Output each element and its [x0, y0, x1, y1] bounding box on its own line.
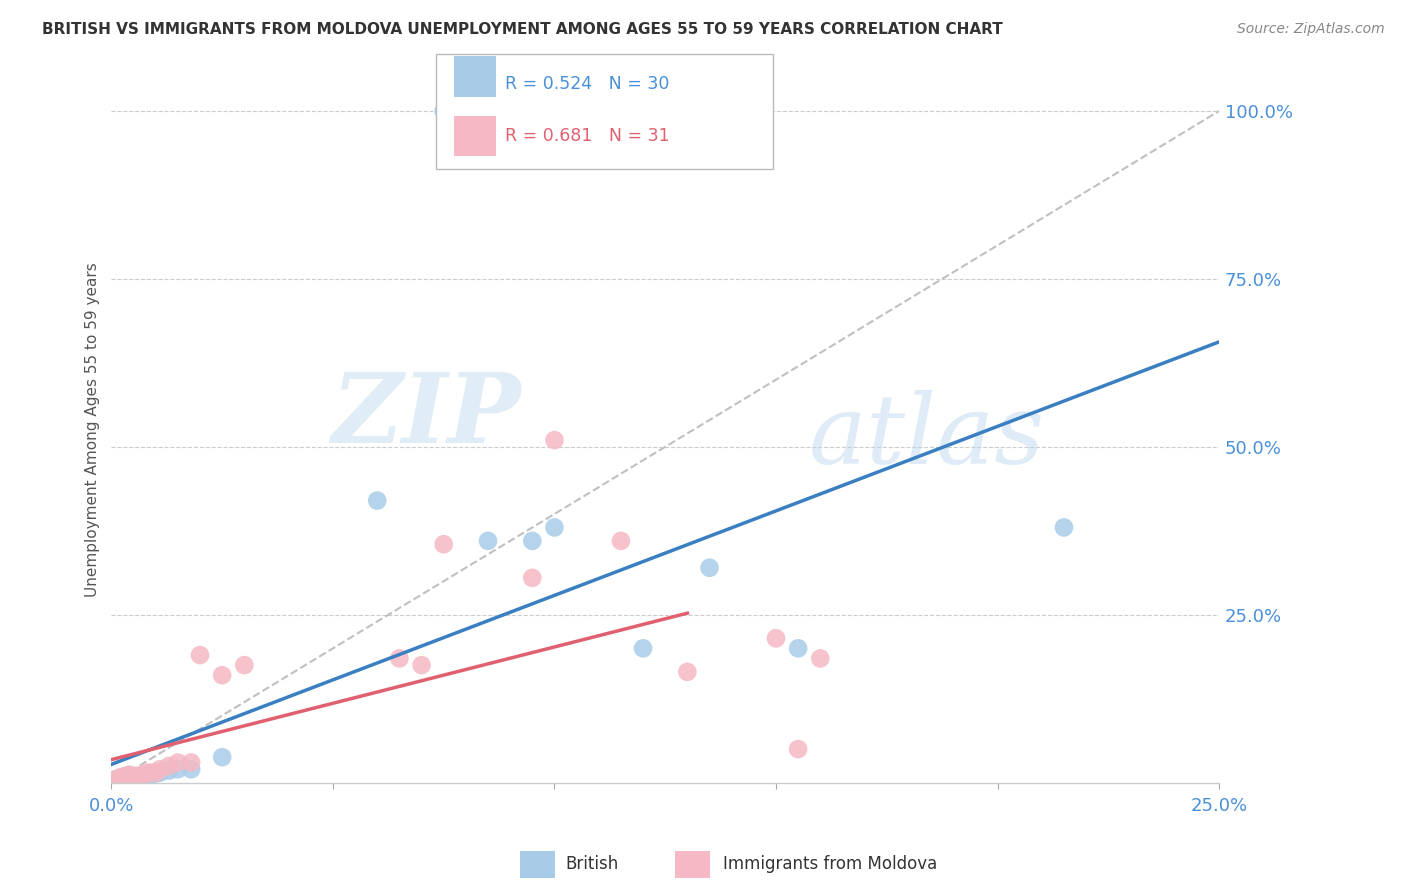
Point: [114, 772, 136, 786]
Point: [808, 651, 831, 665]
Point: [676, 665, 699, 679]
Point: [543, 520, 565, 534]
Point: [122, 769, 145, 783]
Point: [157, 759, 180, 773]
Point: [157, 764, 180, 778]
Point: [118, 769, 141, 783]
Point: [180, 762, 202, 776]
Point: [765, 632, 787, 646]
Point: [787, 641, 810, 656]
Text: ZIP: ZIP: [332, 369, 522, 463]
Point: [141, 765, 163, 780]
Point: [131, 769, 153, 783]
Point: [135, 765, 157, 780]
Point: [114, 772, 136, 786]
Point: [149, 765, 172, 780]
Point: [114, 770, 136, 784]
Text: atlas: atlas: [810, 390, 1045, 484]
Text: BRITISH VS IMMIGRANTS FROM MOLDOVA UNEMPLOYMENT AMONG AGES 55 TO 59 YEARS CORREL: BRITISH VS IMMIGRANTS FROM MOLDOVA UNEMP…: [42, 22, 1002, 37]
Point: [135, 767, 157, 781]
Point: [104, 772, 127, 787]
Point: [118, 770, 141, 784]
Point: [141, 767, 163, 781]
Y-axis label: Unemployment Among Ages 55 to 59 years: Unemployment Among Ages 55 to 59 years: [86, 262, 100, 598]
Point: [477, 533, 499, 548]
Point: [631, 641, 654, 656]
Point: [433, 537, 456, 551]
Point: [699, 560, 721, 574]
Point: [433, 103, 456, 118]
Point: [118, 767, 141, 781]
Point: [543, 433, 565, 447]
Point: [131, 767, 153, 781]
Point: [180, 756, 202, 770]
Point: [127, 770, 149, 784]
Text: R = 0.681   N = 31: R = 0.681 N = 31: [505, 127, 669, 145]
Point: [1053, 520, 1076, 534]
Point: [610, 533, 633, 548]
Point: [122, 769, 145, 783]
Point: [110, 770, 132, 784]
Point: [167, 762, 190, 776]
Point: [522, 533, 544, 548]
Text: British: British: [565, 855, 619, 873]
Point: [122, 772, 145, 786]
Point: [145, 766, 167, 780]
Point: [149, 762, 172, 776]
Point: [118, 770, 141, 784]
Point: [110, 772, 132, 786]
Point: [114, 772, 136, 787]
Point: [167, 756, 190, 770]
Point: [233, 658, 256, 673]
Point: [104, 772, 127, 787]
Point: [188, 648, 211, 662]
Point: [110, 772, 132, 787]
Point: [110, 772, 132, 787]
Text: R = 0.524   N = 30: R = 0.524 N = 30: [505, 75, 669, 93]
Point: [787, 742, 810, 756]
Text: Immigrants from Moldova: Immigrants from Moldova: [723, 855, 936, 873]
Point: [366, 493, 388, 508]
Point: [127, 769, 149, 783]
Point: [522, 571, 544, 585]
Text: Source: ZipAtlas.com: Source: ZipAtlas.com: [1237, 22, 1385, 37]
Point: [388, 651, 411, 665]
Point: [118, 772, 141, 787]
Point: [104, 773, 127, 788]
Point: [114, 769, 136, 783]
Point: [122, 772, 145, 786]
Point: [211, 668, 233, 682]
Point: [145, 765, 167, 780]
Point: [411, 658, 433, 673]
Point: [211, 750, 233, 764]
